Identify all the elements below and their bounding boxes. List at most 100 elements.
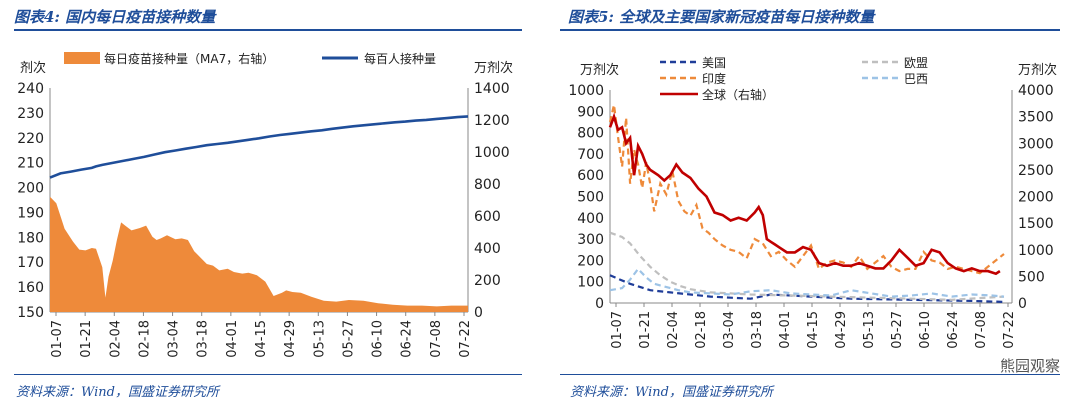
series-line	[608, 104, 1005, 275]
x-tick-label: 03-04	[722, 311, 737, 349]
left-tick-label: 900	[577, 104, 604, 120]
left-tick-label: 400	[577, 211, 604, 227]
figure-5-source: 资料来源：Wind，国盛证券研究所	[570, 385, 773, 400]
x-tick-label: 02-18	[137, 320, 152, 358]
figure-5-title: 图表5: 全球及主要国家新冠疫苗每日接种数量	[568, 8, 875, 26]
right-axis-unit: 万剂次	[1018, 62, 1057, 78]
x-tick-label: 06-24	[946, 311, 961, 349]
x-tick-label: 05-13	[862, 311, 877, 349]
legend-label-area: 每日疫苗接种量（MA7，右轴）	[104, 51, 274, 66]
left-tick-label: 1000	[568, 83, 604, 99]
left-tick-label: 200	[17, 181, 44, 197]
right-tick-label: 1400	[474, 81, 510, 97]
x-tick-label: 01-21	[638, 311, 653, 349]
figure-5-panel: 图表5: 全球及主要国家新冠疫苗每日接种数量 万剂次 万剂次 0 100 200 300 4…	[540, 0, 1080, 417]
right-tick-label: 1200	[474, 113, 510, 129]
legend-label-global: 全球（右轴）	[702, 87, 774, 102]
legend-swatch-area	[64, 52, 100, 64]
x-tick-label: 03-18	[750, 311, 765, 349]
x-tick-label: 07-08	[429, 320, 444, 358]
right-tick-label: 600	[474, 209, 501, 225]
series-line	[609, 267, 1005, 298]
x-tick-label: 02-18	[694, 311, 709, 349]
right-tick-label: 1000	[1018, 243, 1054, 259]
x-tick-label: 01-21	[79, 320, 94, 358]
left-tick-label: 800	[577, 126, 604, 142]
right-tick-label: 0	[474, 305, 483, 321]
right-tick-label: 400	[474, 241, 501, 257]
right-tick-label: 2500	[1018, 163, 1054, 179]
right-tick-label: 500	[1018, 269, 1045, 285]
left-tick-label: 160	[17, 280, 44, 296]
legend-label-brazil: 巴西	[904, 72, 928, 86]
left-tick-label: 700	[577, 147, 604, 163]
x-tick-label: 02-04	[666, 311, 681, 349]
right-tick-label: 4000	[1018, 83, 1054, 99]
x-tick-label: 03-18	[196, 320, 211, 358]
x-tick-label: 06-24	[400, 320, 415, 358]
right-axis-unit: 万剂次	[474, 60, 513, 76]
left-tick-label: 210	[17, 156, 44, 172]
figure-4-panel: 图表4: 国内每日疫苗接种数量 剂次 万剂次 150 160 170 180 190 200 2…	[14, 8, 522, 400]
left-axis-unit: 万剂次	[580, 62, 619, 78]
right-tick-label: 3500	[1018, 110, 1054, 126]
series-line	[608, 112, 1001, 276]
left-tick-label: 190	[17, 205, 44, 221]
x-tick-label: 02-04	[108, 320, 123, 358]
legend-label-line: 每百人接种量	[364, 51, 436, 66]
x-tick-label: 04-15	[254, 320, 269, 358]
right-tick-label: 1500	[1018, 216, 1054, 232]
figure-4-title: 图表4: 国内每日疫苗接种数量	[14, 8, 216, 26]
left-tick-label: 170	[17, 255, 44, 271]
x-tick-label: 07-22	[458, 320, 473, 358]
series-line	[609, 231, 1005, 301]
x-tick-label: 04-29	[283, 320, 298, 358]
x-tick-label: 04-29	[834, 311, 849, 349]
left-tick-label: 220	[17, 131, 44, 147]
x-tick-label: 05-27	[341, 320, 356, 358]
x-tick-label: 04-15	[806, 311, 821, 349]
left-tick-label: 500	[577, 190, 604, 206]
x-tick-label: 07-22	[1002, 311, 1017, 349]
x-tick-label: 04-01	[225, 320, 240, 358]
series-area	[50, 196, 468, 312]
legend-label-us: 美国	[702, 56, 726, 70]
figure-4-top-rule	[14, 29, 522, 31]
left-tick-label: 100	[577, 275, 604, 291]
left-tick-label: 180	[17, 230, 44, 246]
series-line	[49, 115, 469, 179]
figure-4-bottom-rule	[14, 374, 522, 375]
figure-5-chart: 万剂次 万剂次0100200300400500600700800900100005…	[568, 56, 1057, 349]
legend-label-india: 印度	[702, 71, 726, 86]
figure-5-top-rule	[560, 29, 1060, 31]
right-tick-label: 2000	[1018, 190, 1054, 206]
x-tick-label: 04-01	[778, 311, 793, 349]
legend-label-eu: 欧盟	[904, 56, 928, 70]
right-tick-label: 1000	[474, 145, 510, 161]
left-axis-unit: 剂次	[20, 60, 46, 76]
series-line	[609, 274, 1005, 303]
x-tick-label: 06-10	[918, 311, 933, 349]
left-tick-label: 600	[577, 168, 604, 184]
watermark: 熊园观察	[999, 357, 1060, 375]
x-tick-label: 07-08	[974, 311, 989, 349]
right-tick-label: 800	[474, 177, 501, 193]
figure-4-chart: 剂次 万剂次 150 160 170 180 190 200 210 220 230 240 0 200 4…	[17, 51, 513, 358]
left-tick-label: 300	[577, 232, 604, 248]
left-tick-label: 230	[17, 106, 44, 122]
right-tick-label: 0	[1018, 296, 1027, 312]
figure-5-bottom-rule	[560, 374, 1060, 375]
left-tick-label: 200	[577, 253, 604, 269]
figure-4-source: 资料来源：Wind，国盛证券研究所	[16, 385, 219, 400]
left-tick-label: 240	[17, 81, 44, 97]
x-tick-label: 01-07	[50, 320, 65, 358]
x-tick-label: 03-04	[167, 320, 182, 358]
x-tick-label: 06-10	[371, 320, 386, 358]
right-tick-label: 200	[474, 273, 501, 289]
x-tick-label: 05-13	[312, 320, 327, 358]
x-tick-label: 05-27	[890, 311, 905, 349]
x-tick-label: 01-07	[610, 311, 625, 349]
left-tick-label: 0	[595, 296, 604, 312]
right-tick-label: 3000	[1018, 136, 1054, 152]
left-tick-label: 150	[17, 305, 44, 321]
